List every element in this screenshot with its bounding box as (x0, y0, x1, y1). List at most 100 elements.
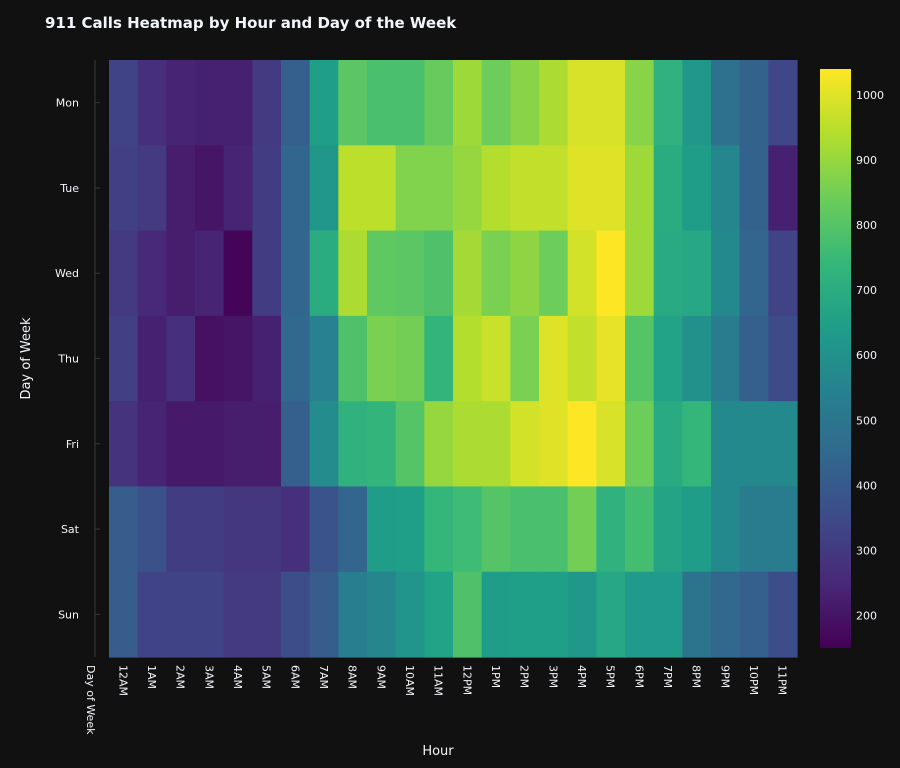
heatmap-cell (223, 230, 253, 317)
heatmap-cell (739, 230, 769, 317)
x-tick-label: 12AM (116, 665, 129, 696)
heatmap-cell (625, 401, 655, 488)
heatmap-cell (109, 145, 139, 232)
heatmap-cell (281, 571, 311, 658)
heatmap-cell (711, 486, 741, 573)
heatmap-cell (596, 571, 626, 658)
heatmap-cell (653, 571, 683, 658)
heatmap-cell (424, 401, 454, 488)
heatmap-cell (281, 60, 311, 146)
heatmap-cell (195, 145, 225, 232)
heatmap-cell (625, 486, 655, 573)
heatmap-cell (395, 145, 425, 232)
heatmap-cell (682, 145, 712, 232)
heatmap-cell (109, 60, 139, 146)
heatmap-cell (510, 145, 540, 232)
heatmap-cell (367, 60, 397, 146)
heatmap-cell (223, 60, 253, 146)
heatmap-cell (481, 315, 511, 402)
heatmap-cell (625, 145, 655, 232)
x-tick-label: 3AM (202, 665, 215, 689)
heatmap-cell (625, 571, 655, 658)
x-tick-label: 5PM (604, 665, 617, 688)
heatmap-cell (137, 315, 167, 402)
heatmap-cell (252, 315, 282, 402)
heatmap-cell (711, 60, 741, 146)
heatmap-cell (596, 401, 626, 488)
heatmap-cell (166, 145, 196, 232)
heatmap-cell (166, 571, 196, 658)
x-tick-label: 5AM (260, 665, 273, 689)
heatmap-cell (453, 145, 483, 232)
heatmap-cell (166, 230, 196, 317)
heatmap-cell (768, 60, 798, 146)
colorbar-tick-label: 500 (856, 414, 877, 427)
heatmap-cell (510, 571, 540, 658)
heatmap-cell (109, 401, 139, 488)
heatmap-cell (539, 486, 569, 573)
x-tick-label: 6AM (288, 665, 301, 689)
heatmap-cell (453, 315, 483, 402)
heatmap-cell (223, 571, 253, 658)
heatmap-cell (453, 486, 483, 573)
heatmap-cell (137, 401, 167, 488)
heatmap-cell (739, 486, 769, 573)
heatmap-cell (195, 571, 225, 658)
heatmap-cell (395, 60, 425, 146)
heatmap-cell (338, 230, 368, 317)
heatmap-cell (252, 60, 282, 146)
heatmap-cell (166, 315, 196, 402)
heatmap-cell (739, 401, 769, 488)
heatmap-cell (223, 145, 253, 232)
x-tick-label: 9AM (374, 665, 387, 689)
heatmap-cell (195, 60, 225, 146)
heatmap-cell (768, 315, 798, 402)
heatmap-cell (596, 486, 626, 573)
heatmap-cell (395, 571, 425, 658)
heatmap-cell (395, 486, 425, 573)
y-tick-label: Fri (66, 438, 79, 451)
heatmap-cell (252, 486, 282, 573)
heatmap-cell (109, 230, 139, 317)
heatmap-cell (166, 60, 196, 146)
heatmap-cell (137, 60, 167, 146)
heatmap-cell (252, 145, 282, 232)
x-tick-label: 7PM (661, 665, 674, 688)
heatmap-cell (653, 230, 683, 317)
y-tick-label: Sun (58, 608, 79, 621)
heatmap-cell (682, 486, 712, 573)
x-tick-label: 10AM (403, 665, 416, 696)
heatmap-cell (195, 315, 225, 402)
heatmap-cell (510, 315, 540, 402)
heatmap-cell (768, 401, 798, 488)
heatmap-cell (596, 230, 626, 317)
heatmap-cell (137, 571, 167, 658)
heatmap-cell (625, 60, 655, 146)
heatmap-cell (567, 60, 597, 146)
heatmap-cell (653, 145, 683, 232)
heatmap-cell (739, 145, 769, 232)
colorbar-tick-label: 300 (856, 544, 877, 557)
heatmap-cell (768, 486, 798, 573)
heatmap-cell (252, 230, 282, 317)
heatmap-cell (768, 145, 798, 232)
heatmap-cell (539, 401, 569, 488)
heatmap-cell (109, 571, 139, 658)
heatmap-cell (739, 571, 769, 658)
heatmap-cell (395, 401, 425, 488)
heatmap-cell (338, 401, 368, 488)
heatmap-cell (653, 315, 683, 402)
heatmap-cell (309, 401, 339, 488)
heatmap-cell (567, 401, 597, 488)
heatmap-cell (481, 230, 511, 317)
heatmap-cell (596, 315, 626, 402)
heatmap-cell (711, 315, 741, 402)
heatmap-cell (510, 486, 540, 573)
x-tick-label: 11PM (776, 665, 789, 695)
heatmap-cell (596, 60, 626, 146)
heatmap-cell (567, 145, 597, 232)
heatmap-cell (338, 315, 368, 402)
heatmap-cell (367, 486, 397, 573)
heatmap-cell (281, 315, 311, 402)
